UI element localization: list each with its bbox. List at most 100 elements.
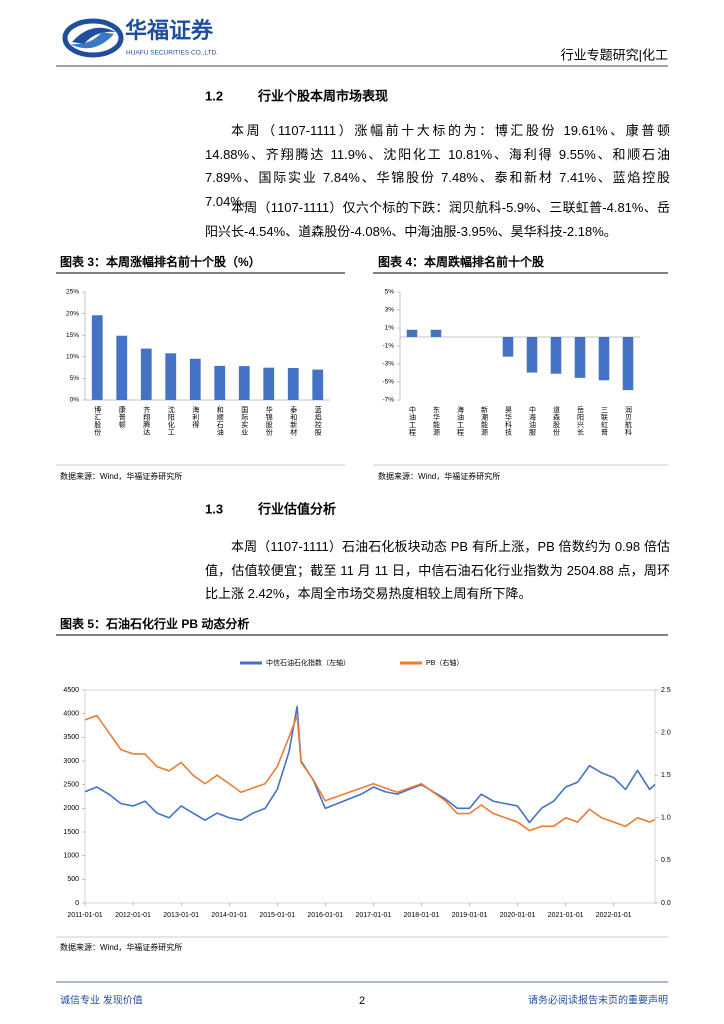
y-tick-label: -1% — [382, 343, 394, 350]
y-tick-label: 500 — [67, 876, 79, 883]
x-tick-label: 2012-01-01 — [115, 912, 151, 919]
x-tick-label: 昊华科技 — [505, 406, 513, 437]
x-tick-label: 海利得 — [192, 405, 200, 428]
y-tick-label: 25% — [66, 289, 79, 296]
bar — [430, 329, 442, 337]
x-tick-label: 中油工程 — [409, 405, 417, 437]
y-tick-label: 1500 — [63, 829, 79, 836]
figure-title: 图表 5：石油石化行业 PB 动态分析 — [60, 616, 249, 631]
section-number: 1.2 — [205, 88, 223, 103]
plot-frame — [84, 689, 656, 904]
bar — [598, 337, 610, 381]
bar — [312, 369, 324, 400]
x-tick-label: 润贝航科 — [625, 405, 633, 437]
paragraph: 本周（1107-1111）仅六个标的下跌：润贝航科-5.9%、三联虹普-4.81… — [205, 200, 670, 239]
x-tick-label: 岳阳兴长 — [577, 406, 585, 437]
bar — [287, 367, 299, 400]
source: 数据来源：Wind，华福证券研究所 — [60, 471, 182, 481]
x-tick-label: 2021-01-01 — [548, 912, 584, 919]
footer-disclaimer: 请务必阅读报告末页的重要声明 — [528, 994, 668, 1007]
company-name: 华福证券 — [125, 18, 214, 43]
x-tick-label: 新潮能源 — [481, 405, 489, 437]
x-tick-label: 2014-01-01 — [211, 912, 247, 919]
x-tick-label: 2022-01-01 — [596, 912, 632, 919]
y-tick-label: 10% — [66, 354, 79, 361]
bar — [526, 337, 538, 373]
y-tick-label: 0% — [70, 397, 80, 404]
logo — [62, 18, 124, 58]
x-tick-label: 和顺石油 — [216, 405, 224, 437]
y-tick-label: 3000 — [63, 758, 79, 765]
footer-slogan: 诚信专业 发现价值 — [60, 994, 143, 1007]
x-tick-label: 2011-01-01 — [67, 912, 102, 919]
bar — [263, 367, 275, 400]
section-number: 1.3 — [205, 501, 223, 516]
report-type: 行业专题研究|化工 — [561, 47, 668, 62]
source: 数据来源：Wind，华福证券研究所 — [378, 471, 500, 481]
y-tick-label: -7% — [382, 397, 394, 404]
y2-tick-label: 1.5 — [661, 772, 671, 779]
bar — [550, 337, 562, 374]
y-tick-label: 20% — [66, 310, 79, 317]
y2-tick-label: 0.0 — [661, 900, 671, 907]
x-tick-label: 2013-01-01 — [163, 912, 199, 919]
x-tick-label: 2020-01-01 — [500, 912, 536, 919]
y-tick-label: 4500 — [63, 687, 79, 694]
y-tick-label: -5% — [382, 379, 394, 386]
figure-title: 图表 3：本周涨幅排名前十个股（%） — [60, 254, 261, 269]
x-tick-label: 中海油服 — [529, 405, 537, 437]
x-tick-label: 2019-01-01 — [452, 912, 488, 919]
bar — [622, 337, 634, 391]
x-tick-label: 道森股份 — [553, 405, 561, 437]
x-tick-label: 蓝焰控股 — [314, 405, 322, 437]
x-tick-label: 国际实业 — [241, 406, 249, 436]
x-tick-label: 海油工程 — [457, 405, 465, 437]
y-tick-label: 0 — [75, 900, 79, 907]
y2-tick-label: 2.5 — [661, 687, 671, 694]
bar — [140, 348, 152, 400]
y-tick-label: 5% — [70, 375, 80, 382]
y-tick-label: 4000 — [63, 711, 79, 718]
y-tick-label: -3% — [382, 361, 394, 368]
y-tick-label: 1000 — [63, 853, 79, 860]
y-tick-label: 5% — [385, 289, 395, 296]
section-title: 行业个股本周市场表现 — [257, 88, 388, 103]
bar — [165, 353, 177, 400]
bar — [238, 366, 250, 400]
y2-tick-label: 1.0 — [661, 815, 671, 822]
y2-tick-label: 2.0 — [661, 729, 671, 736]
y-tick-label: 15% — [66, 332, 79, 339]
y-tick-label: 3500 — [63, 734, 79, 741]
bar — [91, 315, 103, 400]
y-tick-label: 3% — [385, 307, 395, 314]
x-tick-label: 2015-01-01 — [259, 912, 295, 919]
x-tick-label: 华锦股份 — [265, 405, 273, 437]
y-tick-label: 2000 — [63, 805, 79, 812]
company-name-en: HUAFU SECURITIES CO.,LTD. — [126, 50, 218, 57]
x-tick-label: 沈阳化工 — [167, 405, 175, 436]
paragraph: 本周（1107-1111）涨幅前十大标的为：博汇股份 19.61%、康普顿 14… — [205, 123, 670, 209]
source: 数据来源：Wind，华福证券研究所 — [60, 942, 182, 952]
page-number: 2 — [359, 995, 365, 1007]
bar — [574, 337, 586, 378]
legend-label: PB（右轴） — [426, 658, 463, 667]
figure-title: 图表 4：本周跌幅排名前十个股 — [378, 254, 545, 269]
legend-label: 中信石油石化指数（左轴） — [266, 658, 350, 667]
bar — [214, 365, 226, 400]
section-title: 行业估值分析 — [257, 501, 336, 516]
x-tick-label: 康普顿 — [118, 405, 126, 429]
bar — [406, 329, 418, 337]
x-tick-label: 三联虹普 — [601, 406, 609, 437]
x-tick-label: 齐翔腾达 — [143, 405, 151, 437]
y-tick-label: 2500 — [63, 782, 79, 789]
x-tick-label: 博汇股份 — [94, 405, 102, 437]
x-tick-label: 泰和新材 — [290, 405, 298, 436]
x-tick-label: 2016-01-01 — [307, 912, 343, 919]
x-tick-label: 2018-01-01 — [404, 912, 440, 919]
x-tick-label: 东华能源 — [433, 405, 441, 437]
series-line — [84, 714, 656, 832]
bar — [502, 337, 514, 357]
y2-tick-label: 0.5 — [661, 857, 671, 864]
